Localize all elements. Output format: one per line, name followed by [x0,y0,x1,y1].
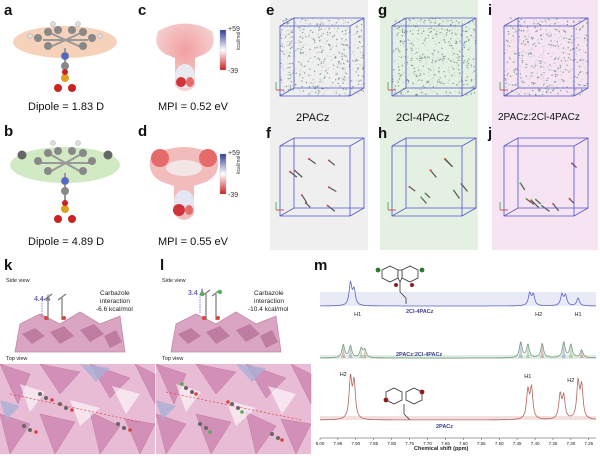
side-view-structure-k [14,293,126,353]
nmr-band-bot [320,416,596,420]
label-2cl-4pacz: 2Cl-4PACz [396,112,450,124]
nmr-series-label-2pacz: 2PACz [436,424,454,430]
sim-box-ij-bottom [499,137,589,217]
nmr-fill-peak [359,348,364,358]
nmr-fill-peak [579,350,584,358]
panel-label-f: f [266,125,271,142]
scale-min-d: -39 [228,192,239,199]
sim-box-gh-bottom [387,137,477,217]
interaction-label-k-3: -6.6 kcal/mol [96,306,133,313]
interaction-label-k-2: interaction [100,298,130,305]
distance-label-l: 3.4 Å [188,290,205,297]
nmr-annotation: H1 [524,374,531,380]
interaction-label-l-1: Carbazole [254,290,284,297]
panel-label-e: e [266,2,275,19]
color-scale-d [219,153,227,195]
top-view-structure-l [155,363,312,455]
nmr-xlabel: Chemical shift (ppm) [414,446,469,452]
color-scale-c [219,29,227,71]
panel-label-b: b [4,123,14,140]
nmr-tick-label: 7.60 [459,441,468,446]
nmr-trace-0 [320,279,596,307]
nmr-annotation: H1 [575,312,582,318]
nmr-annotation: H1 [354,312,361,318]
scale-min-c: -39 [228,68,239,75]
panel-label-a: a [4,2,13,19]
nmr-trace-1 [320,341,596,359]
side-view-structure-l [170,289,282,353]
panel-label-m: m [314,257,328,274]
nmr-fill-peak [518,342,523,358]
top-view-structure-k [0,363,156,455]
sim-box-ij-top [499,17,589,97]
nmr-series-label-mix: 2PACz:2Cl-4PACz [396,352,443,358]
nmr-annotation: H2 [567,378,574,384]
side-view-label-k: Side view [6,278,30,284]
nmr-tick-label: 7.95 [334,441,343,446]
nmr-tick-label: 8.00 [316,441,325,446]
nmr-band-mid [320,355,596,359]
nmr-tick-label: 7.35 [549,441,558,446]
scale-max-d: +59 [228,150,240,157]
nmr-fill-peak [348,346,353,358]
nmr-tick-label: 7.25 [584,441,593,446]
caption-dipole-a: Dipole = 1.83 D [28,101,105,113]
nmr-tick-label: 7.30 [567,441,576,446]
panel-label-i: i [488,2,493,19]
nmr-tick-label: 7.75 [405,441,414,446]
sim-box-gh-top [387,17,477,97]
label-mixture: 2PACz:2Cl-4PACz [498,112,580,123]
panel-label-h: h [378,125,388,142]
nmr-band-top [320,292,596,306]
panel-label-l: l [160,257,165,274]
label-2pacz: 2PACz [296,112,330,124]
nmr-tick-label: 7.65 [441,441,450,446]
molecule-a [13,21,117,92]
molecule-b [10,140,120,223]
interaction-label-l-3: -10.4 kcal/mol [248,306,289,313]
nmr-fill-peak [540,343,545,358]
top-view-label-l: Top view [162,356,184,362]
panel-label-c: c [138,2,147,19]
scale-max-c: +59 [228,26,240,33]
structure-2cl-4pacz [375,265,425,304]
caption-mpi-c: MPI = 0.52 eV [158,101,229,113]
nmr-tick-label: 7.85 [369,441,378,446]
nmr-tick-label: 7.40 [531,441,540,446]
nmr-tick-label: 7.80 [387,441,396,446]
esp-surface-d [149,147,219,220]
nmr-fill-peak [525,345,530,358]
caption-dipole-b: Dipole = 4.89 D [28,236,105,248]
esp-surface-c [156,23,214,91]
sim-box-ef-bottom [275,137,365,217]
nmr-tick-label: 7.55 [477,441,486,446]
interaction-label-l-2: interaction [254,298,284,305]
nmr-trace-2 [320,373,597,421]
nmr-chart: H1 H2 H1 H2 H1 H2 8.00 7.95 7.90 7.85 7.80 7.75 7.7… [316,265,597,446]
nmr-series-label-2cl: 2Cl-4PACz [406,309,434,315]
nmr-fill-peak [561,342,566,358]
side-view-label-l: Side view [162,278,186,284]
panel-label-g: g [378,2,388,19]
sim-box-ef-top [275,17,365,97]
nmr-tick-label: 7.70 [423,441,432,446]
simulation-boxes [275,17,589,217]
interaction-label-k-1: Carbazole [100,290,130,297]
nmr-tick-label: 7.45 [513,441,522,446]
nmr-fill-peak [341,345,346,358]
nmr-tick-label: 7.50 [495,441,504,446]
nmr-annotation: H2 [340,372,347,378]
nmr-annotation: H2 [535,312,542,318]
panel-label-d: d [138,123,148,140]
panel-label-j: j [488,125,493,142]
caption-mpi-d: MPI = 0.55 eV [158,236,229,248]
structure-2pacz [383,387,425,421]
nmr-fill-peak [362,350,367,358]
nmr-fill-peak [568,345,573,358]
nmr-tick-label: 7.90 [351,441,360,446]
top-view-label-k: Top view [6,356,28,362]
panel-label-k: k [4,257,13,274]
